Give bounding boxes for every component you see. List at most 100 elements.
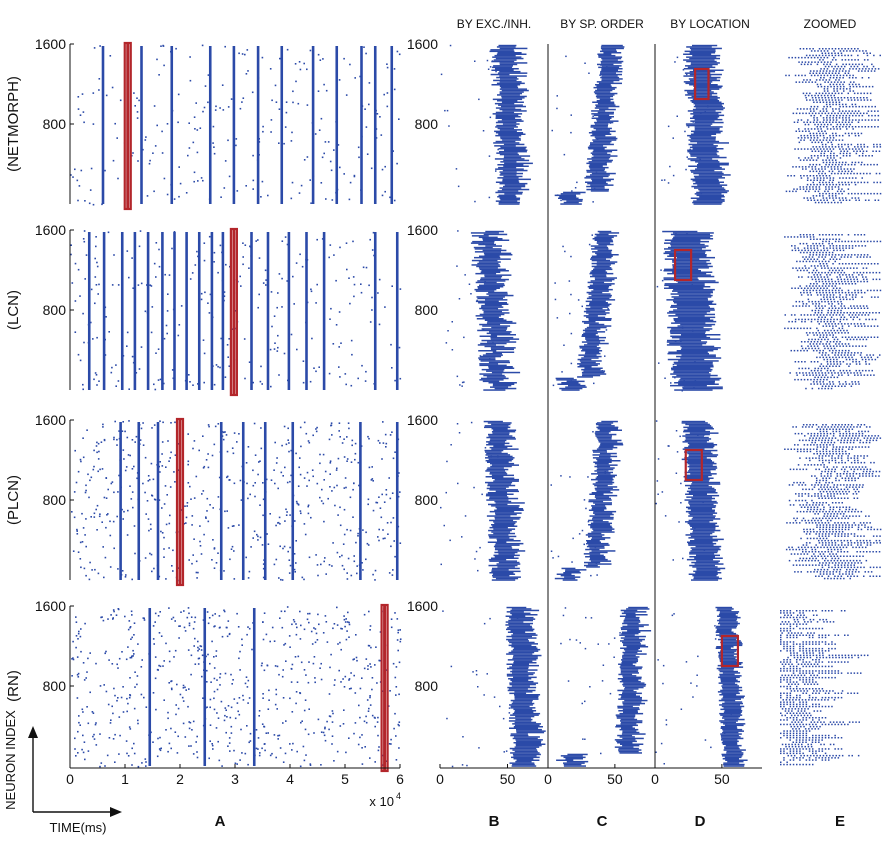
burst-spike-row: [565, 569, 587, 571]
burst-spike-row: [678, 360, 719, 362]
zoomed-spike: [801, 166, 804, 168]
spike-dot: [207, 424, 210, 426]
zoomed-spike: [810, 258, 812, 260]
zoomed-spike: [844, 352, 846, 354]
zoomed-spike: [827, 190, 829, 193]
spike-dot: [89, 189, 92, 191]
burst-spike-row: [664, 268, 699, 271]
zoomed-spike: [846, 278, 849, 281]
spike-dot: [76, 674, 79, 676]
burst-spike-row: [594, 267, 612, 269]
spike-dot: [158, 265, 161, 268]
burst-spike-row: [591, 270, 606, 272]
spike-dot: [320, 500, 323, 502]
zoomed-spike: [794, 287, 796, 289]
zoomed-spike: [835, 183, 838, 186]
zoomed-spike: [853, 112, 855, 115]
sparse-spike: [658, 362, 660, 364]
zoomed-spike: [871, 114, 873, 117]
spike-dot: [297, 485, 300, 487]
spike-dot: [98, 78, 101, 80]
spike-dot: [388, 572, 391, 574]
spike-dot: [288, 450, 290, 453]
zoomed-spike: [849, 276, 851, 278]
spike-dot: [307, 733, 310, 736]
zoomed-spike: [878, 278, 881, 281]
zoomed-spike: [797, 56, 800, 59]
spike-dot: [200, 553, 203, 555]
spike-dot: [167, 717, 169, 720]
zoomed-spike: [828, 291, 831, 294]
spike-dot: [85, 489, 87, 492]
spike-dot: [207, 520, 210, 523]
spike-dot: [296, 750, 298, 753]
spike-dot: [300, 721, 302, 724]
zoomed-spike: [794, 74, 797, 77]
zoomed-spike: [867, 192, 869, 195]
spike-dot: [259, 460, 261, 462]
spike-dot: [84, 200, 86, 202]
spike-dot: [292, 619, 295, 621]
burst-spike-row: [596, 81, 614, 83]
spike-dot: [383, 93, 385, 96]
spike-dot: [193, 440, 196, 442]
zoomed-spike: [869, 172, 871, 175]
zoomed-spike: [813, 274, 815, 276]
spike-dot: [345, 638, 348, 641]
zoomed-spike: [823, 383, 825, 385]
spike-dot: [368, 466, 371, 469]
spike-dot: [178, 166, 180, 168]
burst-spike-row: [476, 318, 504, 320]
spike-dot: [95, 374, 98, 376]
burst-spike-row: [587, 182, 608, 185]
spike-dot: [367, 503, 369, 506]
zoomed-spike: [847, 163, 850, 166]
zoomed-spike: [801, 318, 803, 321]
spike-dot: [242, 256, 244, 258]
spike-dot: [368, 707, 370, 710]
burst-spike-row: [554, 577, 576, 580]
zoomed-spike: [831, 352, 834, 354]
burst-spike-row: [486, 322, 517, 324]
burst-spike-row: [592, 274, 607, 276]
zoomed-spike: [816, 179, 818, 181]
highlight-burst-fill: [126, 44, 130, 208]
spike-dot: [303, 628, 306, 631]
burst-spike-row: [594, 107, 609, 109]
burst-spike-row: [490, 347, 516, 349]
spike-dot: [247, 577, 250, 579]
spike-dot: [320, 731, 323, 733]
burst-spike-row: [479, 255, 500, 257]
spike-dot: [384, 190, 386, 193]
spike-dot: [197, 646, 199, 649]
zoomed-spike: [854, 307, 856, 309]
zoomed-spike: [868, 77, 870, 79]
raster-netmorph: [70, 41, 401, 211]
zoomed-spike: [833, 128, 835, 130]
spike-dot: [345, 751, 347, 754]
zoomed-spike: [845, 369, 848, 372]
zoomed-spike: [800, 378, 803, 381]
zoomed-spike: [823, 298, 826, 301]
zoomed-spike: [817, 367, 820, 370]
zoomed-spike: [817, 361, 819, 363]
spike-dot: [159, 611, 161, 613]
spike-dot: [163, 699, 165, 701]
burst-spike-row: [491, 60, 515, 63]
zoomed-spike: [859, 363, 861, 365]
spike-dot: [279, 617, 281, 619]
zoomed-spike: [812, 146, 814, 148]
zoomed-spike: [810, 50, 813, 52]
spike-dot: [122, 449, 125, 451]
zoomed-spike: [820, 287, 822, 289]
zoomed-spike: [809, 238, 812, 240]
burst-spike-row: [663, 252, 705, 255]
burst-spike-row: [590, 143, 614, 146]
burst-spike-row: [592, 150, 613, 153]
zoomed-spike: [860, 240, 862, 243]
spike-dot: [293, 568, 296, 571]
spike-dot: [92, 92, 95, 94]
sparse-spike: [570, 131, 572, 134]
burst-spike-row: [479, 364, 507, 367]
spike-dot: [281, 277, 283, 280]
